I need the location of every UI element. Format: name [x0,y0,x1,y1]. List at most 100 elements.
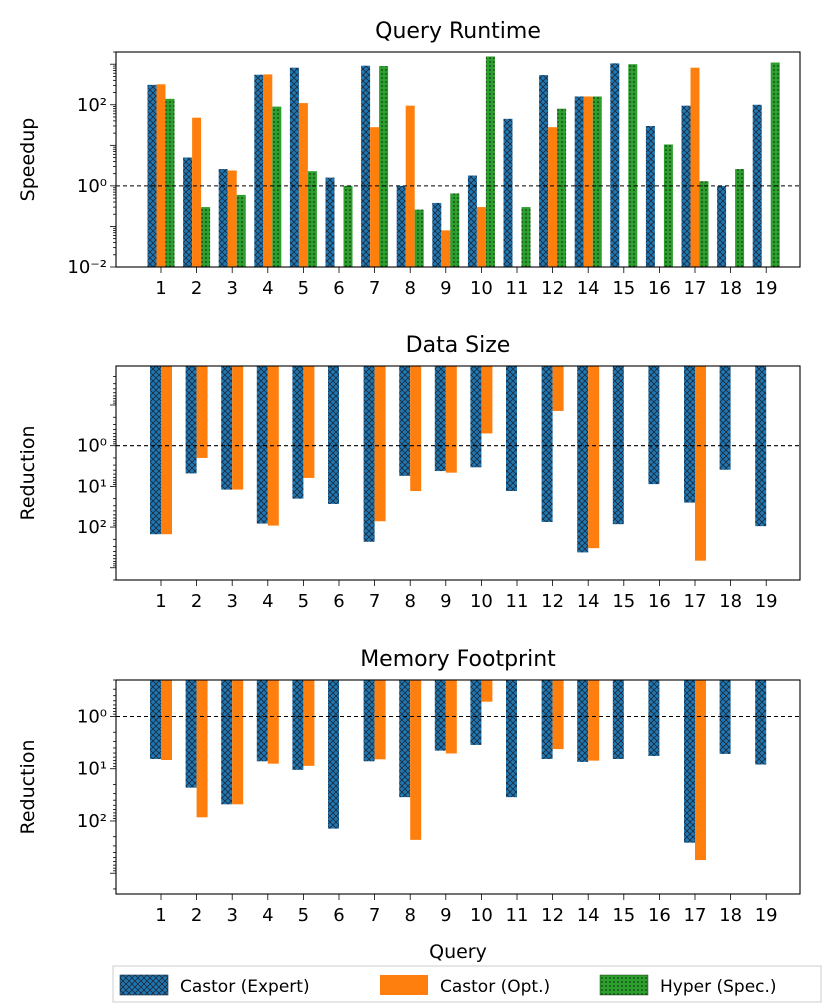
x-tick-label: 8 [404,905,415,926]
bar-expert-q17 [684,366,695,503]
bar-opt-q12 [548,127,558,267]
bar-opt-q9 [441,230,451,267]
x-tick-label: 6 [333,591,344,612]
bar-opt-q17 [690,67,700,267]
x-tick-label: 9 [440,905,451,926]
x-tick-label: 11 [506,905,529,926]
x-tick-label: 19 [755,905,778,926]
bar-expert-q15 [610,63,620,267]
bar-opt-q1 [156,84,166,267]
bar-opt-q5 [298,103,308,267]
bar-expert-q6 [328,366,339,504]
legend-label-expert: Castor (Expert) [180,977,310,997]
bar-expert-q9 [434,366,446,472]
x-tick-label: 9 [440,591,451,612]
bar-expert-q11 [503,118,513,267]
bar-opt-q14 [583,96,593,268]
x-tick-label: 17 [684,905,707,926]
bar-hyper-q18 [735,169,745,267]
chart-title: Memory Footprint [360,647,556,672]
x-tick-label: 9 [440,278,451,299]
y-tick-label: 10⁰ [77,176,107,197]
legend-swatch-hyper [599,974,649,996]
x-tick-label: 4 [262,278,273,299]
x-tick-label: 5 [298,905,309,926]
plot-frame [115,679,801,895]
bar-opt-q8 [410,366,422,492]
bar-expert-q7 [363,366,375,542]
legend: Castor (Expert) Castor (Opt.) Hyper (Spe… [112,965,822,1003]
x-tick-label: 10 [470,905,493,926]
y-tick-label: 10⁻² [67,257,107,278]
bar-expert-q12 [541,680,553,759]
bar-opt-q12 [552,680,564,750]
bar-expert-q14 [574,96,584,268]
x-tick-label: 14 [577,591,600,612]
bar-expert-q15 [612,366,624,525]
x-tick-label: 4 [262,905,273,926]
bar-expert-q11 [506,366,517,492]
x-tick-label: 19 [755,591,778,612]
x-tick-label: 11 [506,591,529,612]
bar-expert-q4 [256,366,268,524]
legend-swatch-expert [119,974,169,996]
bar-opt-q5 [303,366,315,478]
bar-expert-q2 [185,366,197,474]
bar-expert-q15 [612,680,624,759]
bar-opt-q14 [588,366,600,549]
legend-label-opt: Castor (Opt.) [440,977,550,997]
bar-expert-q6 [325,177,335,267]
bar-opt-q7 [374,366,386,522]
bar-expert-q3 [221,366,233,490]
bar-expert-q4 [254,74,264,268]
bar-expert-q4 [256,680,268,762]
bar-expert-q3 [221,680,233,805]
bar-hyper-q15 [628,64,638,268]
x-tick-label: 3 [226,591,237,612]
x-tick-label: 1 [155,278,166,299]
x-tick-label: 2 [191,905,202,926]
bar-hyper-q3 [236,194,246,267]
bar-hyper-q8 [414,209,424,267]
bar-hyper-q7 [379,66,389,267]
bar-hyper-q11 [521,207,531,267]
bar-opt-q7 [374,680,386,760]
bar-hyper-q10 [485,56,495,267]
legend-frame [112,965,822,1003]
x-tick-label: 16 [648,591,671,612]
bar-expert-q2 [183,157,193,267]
bar-expert-q16 [645,125,655,267]
bar-expert-q8 [399,680,411,798]
x-tick-label: 5 [298,591,309,612]
x-tick-label: 10 [470,278,493,299]
bar-opt-q17 [695,680,706,861]
bar-expert-q9 [434,680,446,751]
y-tick-label: 10⁰ [77,707,107,728]
bar-hyper-q4 [272,106,282,268]
y-tick-label: 10² [77,811,107,832]
bar-opt-q3 [227,170,237,267]
legend-label-hyper: Hyper (Spec.) [660,977,777,997]
bar-opt-q10 [481,680,493,702]
bar-hyper-q19 [770,62,780,267]
bar-opt-q12 [552,366,564,411]
y-axis-label: Speedup [17,118,39,202]
bar-opt-q9 [445,366,457,473]
bar-expert-q7 [361,65,371,268]
bar-expert-q10 [470,366,482,468]
x-tick-label: 3 [226,278,237,299]
bar-expert-q9 [432,202,442,267]
bar-opt-q4 [267,680,279,764]
x-tick-label: 19 [755,278,778,299]
bar-hyper-q17 [699,181,709,267]
bar-hyper-q12 [557,108,567,267]
y-axis-label: Reduction [17,426,39,521]
bar-opt-q1 [161,366,172,535]
bar-expert-q8 [396,185,406,267]
bar-opt-q5 [303,680,315,766]
bar-opt-q3 [232,680,244,805]
bar-opt-q2 [196,366,208,458]
bar-expert-q6 [328,680,339,829]
